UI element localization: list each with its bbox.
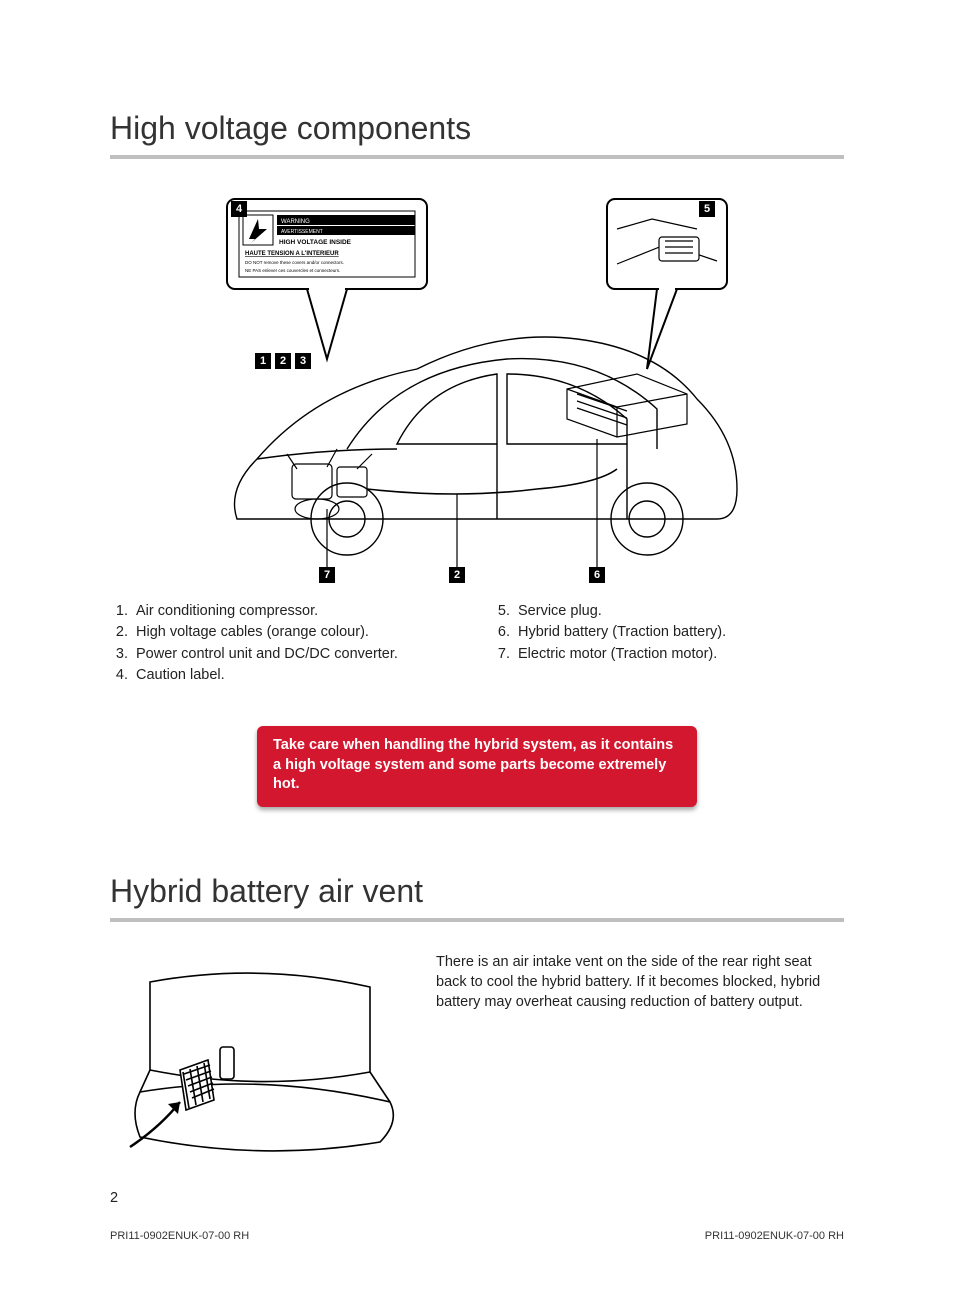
air-vent-diagram [110,952,410,1162]
svg-text:DO NOT remove these covers and: DO NOT remove these covers and/or connec… [245,260,344,265]
svg-text:HAUTE TENSION A L'INTERIEUR: HAUTE TENSION A L'INTERIEUR [245,251,339,257]
warning-box: Take care when handling the hybrid syste… [257,726,697,807]
legend-item: Service plug. [514,601,844,621]
svg-text:NE PAS enlever ces couvercles: NE PAS enlever ces couvercles et connect… [245,268,340,273]
callout-2-bottom: 2 [449,567,465,583]
section1-rule [110,155,844,159]
callout-4: 4 [231,201,247,217]
footer-code-left: PRI11-0902ENUK-07-00 RH [110,1230,249,1242]
section2-title: Hybrid battery air vent [110,873,844,910]
callout-2-top: 2 [275,353,291,369]
legend-item: High voltage cables (orange colour). [132,622,462,642]
section2-body: There is an air intake vent on the side … [436,952,844,1162]
legend-item: Hybrid battery (Traction battery). [514,622,844,642]
car-svg: WARNING AVERTISSEMENT HIGH VOLTAGE INSID… [197,189,757,589]
legend-item: Electric motor (Traction motor). [514,644,844,664]
legend: Air conditioning compressor. High voltag… [110,601,844,686]
section1-title: High voltage components [110,110,844,147]
svg-text:WARNING: WARNING [281,219,310,225]
legend-item: Caution label. [132,665,462,685]
legend-item: Power control unit and DC/DC converter. [132,644,462,664]
callout-5: 5 [699,201,715,217]
caution-label-callout: WARNING AVERTISSEMENT HIGH VOLTAGE INSID… [227,199,427,359]
callout-3-top: 3 [295,353,311,369]
svg-text:HIGH VOLTAGE INSIDE: HIGH VOLTAGE INSIDE [279,239,352,246]
legend-item: Air conditioning compressor. [132,601,462,621]
page-number: 2 [110,1190,118,1206]
svg-text:AVERTISSEMENT: AVERTISSEMENT [281,229,323,235]
footer-code-right: PRI11-0902ENUK-07-00 RH [705,1230,844,1242]
legend-right: Service plug. Hybrid battery (Traction b… [492,601,844,686]
service-plug-callout [607,199,727,369]
section2-rule [110,918,844,922]
callout-1-top: 1 [255,353,271,369]
hv-components-diagram: WARNING AVERTISSEMENT HIGH VOLTAGE INSID… [197,189,757,589]
legend-left: Air conditioning compressor. High voltag… [110,601,462,686]
callout-7-bottom: 7 [319,567,335,583]
callout-6-bottom: 6 [589,567,605,583]
